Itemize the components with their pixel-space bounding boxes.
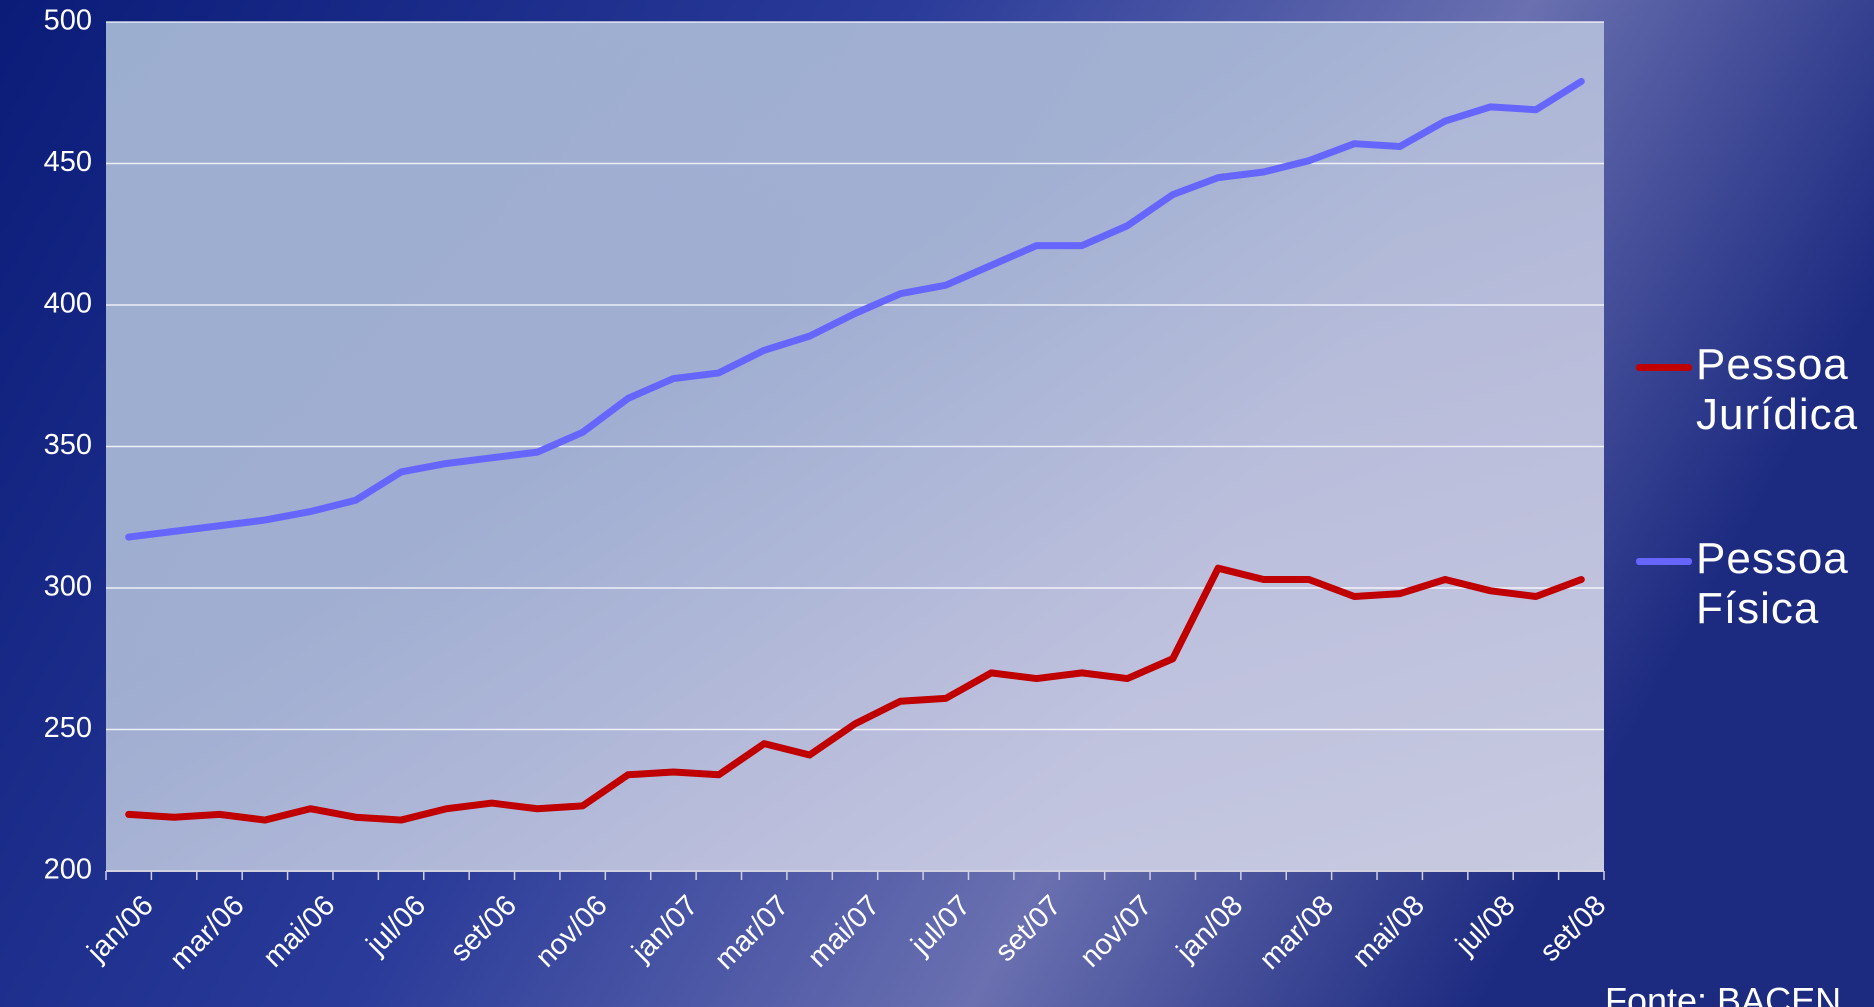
chart: 200250300350400450500jan/06mar/06mai/06j… [0,0,1874,1007]
legend-swatch [1636,364,1692,371]
y-tick-label: 350 [44,429,92,461]
legend-label: Pessoa Física [1696,534,1874,634]
legend-label: Pessoa Jurídica [1696,340,1874,440]
legend-item: Pessoa Física [1636,534,1874,634]
y-tick-label: 200 [44,854,92,886]
y-tick-label: 400 [44,288,92,320]
y-tick-label: 250 [44,712,92,744]
source-note: Fonte: BACEN [1605,980,1841,1007]
y-tick-label: 450 [44,146,92,178]
legend-item: Pessoa Jurídica [1636,340,1874,440]
y-tick-label: 300 [44,571,92,603]
legend-swatch [1636,558,1692,565]
y-tick-label: 500 [44,5,92,37]
page: {"chart_data": {"type": "line", "categor… [0,0,1874,1007]
